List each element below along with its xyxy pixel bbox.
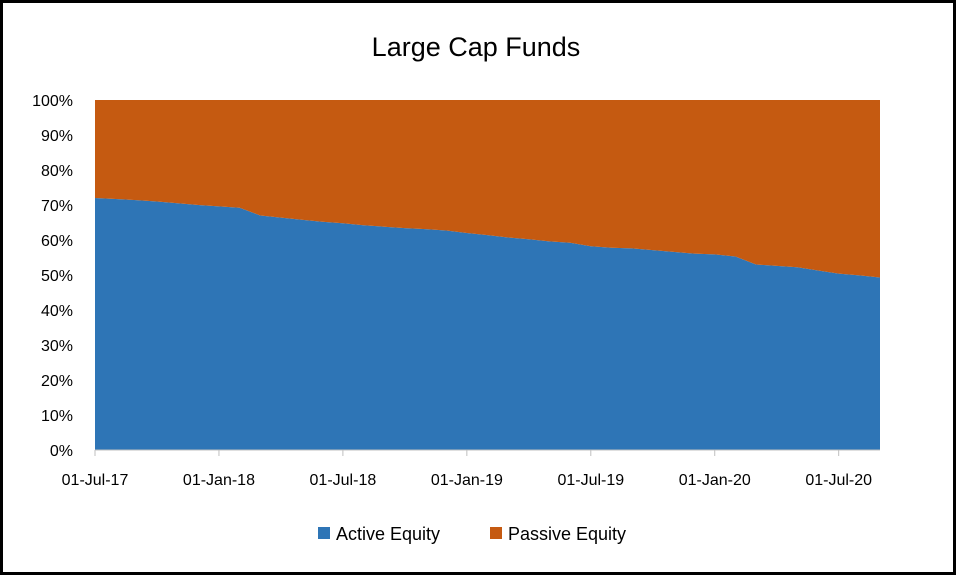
y-tick-label: 40% [41, 303, 73, 320]
legend-swatch [490, 527, 502, 539]
y-tick-label: 90% [41, 128, 73, 145]
x-tick-label: 01-Jul-18 [310, 472, 377, 489]
y-tick-label: 70% [41, 198, 73, 215]
legend: Active Equity Passive Equity [318, 524, 626, 544]
series-area-active-equity [95, 198, 880, 450]
y-tick-label: 30% [41, 338, 73, 355]
legend-label: Active Equity [336, 524, 440, 544]
x-tick-label: 01-Jan-18 [183, 472, 255, 489]
y-tick-label: 20% [41, 373, 73, 390]
x-tick-label: 01-Jul-20 [805, 472, 872, 489]
x-tick-label: 01-Jan-19 [431, 472, 503, 489]
legend-label: Passive Equity [508, 524, 626, 544]
plot-areas [95, 100, 880, 450]
y-tick-label: 100% [32, 93, 73, 110]
axes: 0% 10% 20% 30% 40% 50% 60% 70% 80% 90% 100% 01-Jul-… [32, 93, 880, 489]
y-tick-label: 10% [41, 408, 73, 425]
x-tick-label: 01-Jul-19 [557, 472, 624, 489]
y-tick-label: 80% [41, 163, 73, 180]
y-tick-label: 0% [50, 443, 73, 460]
chart-title: Large Cap Funds [372, 32, 581, 62]
y-tick-label: 50% [41, 268, 73, 285]
x-tick-label: 01-Jul-17 [62, 472, 129, 489]
y-tick-label: 60% [41, 233, 73, 250]
legend-swatch [318, 527, 330, 539]
series-area-passive-equity [95, 100, 880, 278]
x-tick-label: 01-Jan-20 [679, 472, 751, 489]
